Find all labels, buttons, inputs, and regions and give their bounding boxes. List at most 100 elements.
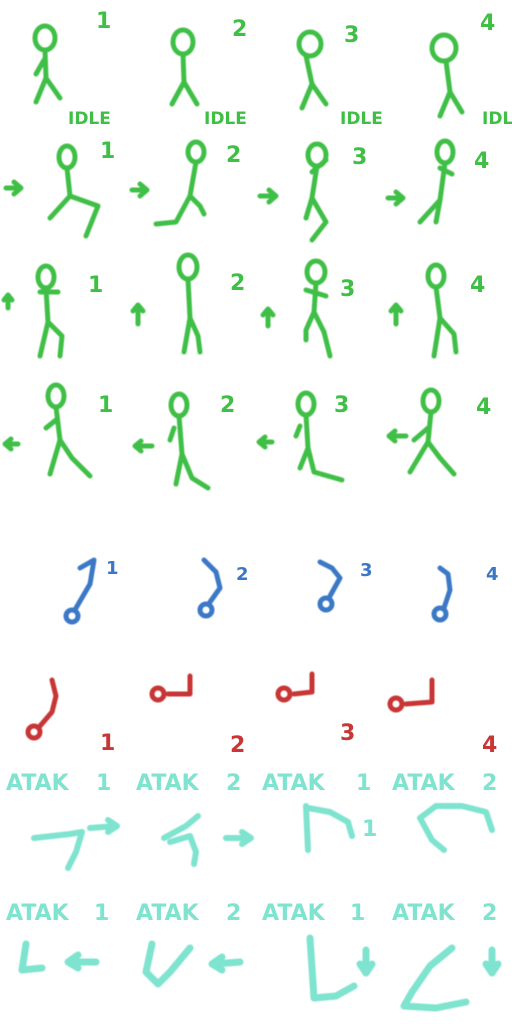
up-arrow-icon — [1, 292, 15, 311]
walk-up-figure-3 — [303, 258, 333, 359]
red-hook-icon — [149, 673, 193, 703]
red-hook-frame-4: 4 — [482, 733, 497, 758]
right-arrow-icon — [87, 817, 120, 835]
walk-left-row — [2, 382, 457, 491]
attack-right-label-1: ATAK — [6, 771, 70, 796]
blue-hook-frame-3: 3 — [360, 560, 373, 581]
idle-frame-1: 1 — [96, 9, 111, 34]
walk-up-frame-1: 1 — [88, 273, 103, 298]
idle-frame-3: 3 — [344, 23, 359, 48]
walk-right-frame-3: 3 — [352, 145, 367, 170]
red-hook-icon — [25, 677, 59, 741]
idle-frame-2: 2 — [232, 17, 247, 42]
left-arrow-icon — [2, 436, 21, 452]
blue-hook-icon — [431, 565, 453, 623]
attack-right-frame-1: 1 — [96, 771, 111, 796]
left-arrow-icon — [64, 951, 100, 972]
idle-tag-4: IDLE — [482, 109, 512, 129]
walk-left-figure-3 — [293, 390, 345, 483]
blue-hook-icon — [63, 557, 97, 625]
blue-hook-frame-2: 2 — [236, 564, 249, 585]
attack-left-frame-3: 1 — [350, 901, 365, 926]
swing-stroke-icon — [417, 803, 495, 853]
attack-right-label-2: ATAK — [136, 771, 200, 796]
right-arrow-icon — [3, 179, 24, 197]
up-arrow-icon — [388, 302, 404, 327]
walk-right-figure-3 — [303, 141, 329, 243]
attack-left-frame-2: 2 — [226, 901, 241, 926]
idle-tag-1: IDLE — [68, 109, 111, 129]
walk-up-figure-2 — [176, 252, 203, 355]
blue-hook-icon — [317, 559, 343, 613]
attack-right-label-4: ATAK — [392, 771, 456, 796]
walk-up-figure-4 — [425, 262, 459, 359]
walk-right-figure-4 — [417, 138, 456, 225]
attack-left-row — [18, 934, 502, 1012]
walk-left-frame-4: 4 — [476, 395, 491, 420]
walk-left-frame-3: 3 — [334, 393, 349, 418]
swing-stroke-icon — [161, 813, 201, 867]
right-arrow-icon — [223, 829, 254, 847]
swing-stroke-icon — [142, 940, 194, 988]
attack-left-label-2: ATAK — [136, 901, 200, 926]
red-hook-row — [25, 671, 435, 741]
red-hook-frame-2: 2 — [230, 733, 245, 758]
attack-right-frame-4: 2 — [482, 771, 497, 796]
swing-stroke-icon — [303, 803, 355, 853]
blue-hook-row — [63, 557, 453, 625]
idle-figure-1 — [32, 23, 63, 105]
attack-right-frame-3: 1 — [356, 771, 371, 796]
idle-row — [32, 23, 465, 119]
attack-left-frame-4: 2 — [482, 901, 497, 926]
swing-stroke-icon — [31, 829, 85, 871]
down-arrow-icon — [356, 946, 376, 977]
walk-up-frame-3: 3 — [340, 277, 355, 302]
right-arrow-icon — [129, 181, 150, 199]
blue-hook-icon — [197, 557, 223, 619]
walk-right-frame-1: 1 — [100, 139, 115, 164]
right-arrow-icon — [385, 189, 406, 207]
attack-right-row — [31, 803, 495, 871]
walk-left-figure-4 — [407, 387, 457, 477]
left-arrow-icon — [132, 438, 155, 454]
left-arrow-icon — [386, 428, 409, 444]
walk-right-figure-2 — [153, 139, 207, 227]
swing-stroke-icon — [400, 944, 470, 1012]
walk-left-figure-1 — [43, 382, 93, 479]
right-arrow-icon — [257, 187, 279, 205]
walk-left-frame-2: 2 — [220, 393, 235, 418]
walk-right-figure-1 — [47, 143, 101, 239]
walk-right-frame-2: 2 — [226, 143, 241, 168]
idle-tag-3: IDLE — [340, 109, 383, 129]
idle-figure-2 — [169, 27, 200, 107]
attack-left-label-3: ATAK — [262, 901, 326, 926]
down-arrow-icon — [482, 946, 502, 977]
idle-frame-4: 4 — [480, 11, 495, 36]
up-arrow-icon — [130, 302, 146, 327]
walk-left-figure-2 — [167, 391, 211, 491]
red-hook-icon — [275, 671, 315, 703]
walk-up-figure-1 — [35, 263, 65, 359]
left-arrow-icon — [208, 953, 244, 974]
up-arrow-icon — [260, 306, 276, 329]
red-hook-icon — [387, 677, 435, 713]
idle-figure-4 — [429, 32, 465, 119]
swing-stroke-icon — [306, 934, 358, 1002]
attack-left-label-4: ATAK — [392, 901, 456, 926]
idle-tag-2: IDLE — [204, 109, 247, 129]
idle-figure-3 — [296, 29, 329, 111]
blue-hook-frame-4: 4 — [486, 564, 499, 585]
walk-up-frame-2: 2 — [230, 271, 245, 296]
attack-left-label-1: ATAK — [6, 901, 70, 926]
attack-right-frame-2: 2 — [226, 771, 241, 796]
swing-stroke-icon — [18, 940, 46, 974]
walk-up-row — [1, 252, 459, 359]
walk-right-frame-4: 4 — [474, 149, 489, 174]
walk-right-row — [3, 138, 456, 243]
attack-right-label-3: ATAK — [262, 771, 326, 796]
walk-up-frame-4: 4 — [470, 273, 485, 298]
attack-left-frame-1: 1 — [94, 901, 109, 926]
left-arrow-icon — [256, 434, 275, 450]
attack-right-swing-frame: 1 — [362, 817, 377, 842]
